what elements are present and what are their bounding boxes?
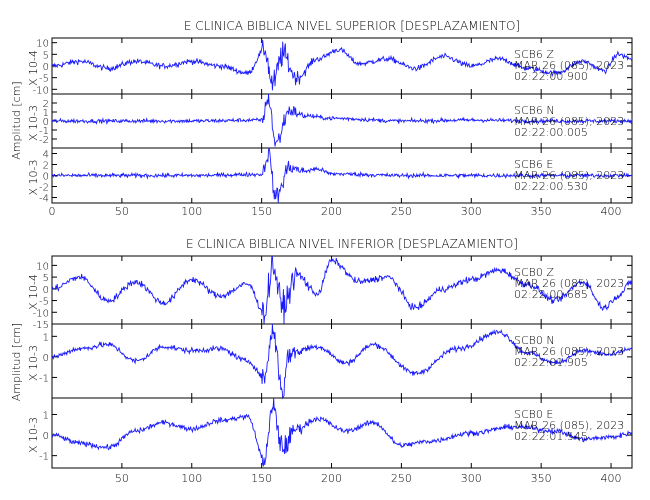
- y-tick-label: -15: [33, 320, 49, 331]
- y-tick-label: 4: [43, 150, 49, 161]
- date-label: MAR 26 (085), 2023: [514, 345, 624, 358]
- waveform-line: [51, 323, 633, 400]
- station-label: SCB6 N: [514, 104, 555, 117]
- waveform-line: [51, 39, 633, 91]
- y-tick-label: 5: [43, 50, 49, 61]
- y-tick-label: 0: [43, 431, 49, 442]
- y-tick-label: -4: [39, 194, 49, 205]
- waveform-line: [51, 397, 633, 467]
- x-tick-label: 250: [391, 472, 412, 485]
- y-tick-label: 0: [43, 62, 49, 73]
- y-tick-label: 10: [36, 39, 49, 50]
- scale-label: X 10-3: [27, 105, 40, 141]
- scale-label: X 10-3: [27, 160, 40, 196]
- figure-superior: E CLINICA BIBLICA NIVEL SUPERIOR [DESPLA…: [10, 19, 633, 218]
- y-tick-label: 1: [43, 332, 49, 343]
- y-tick-label: 1: [43, 108, 49, 119]
- y-tick-label: -1: [39, 126, 49, 137]
- x-tick-label: 150: [251, 205, 272, 218]
- y-tick-label: -5: [39, 74, 49, 85]
- y-tick-label: 0: [43, 117, 49, 128]
- panel-frame: [51, 397, 633, 469]
- y-tick-label: 0: [43, 285, 49, 296]
- date-label: MAR 26 (085), 2023: [514, 59, 624, 72]
- start-time-label: 02:22:00.900: [514, 70, 588, 83]
- y-axis-label: Amplitud [cm]: [10, 81, 23, 159]
- figure-title: E CLINICA BIBLICA NIVEL INFERIOR [DESPLA…: [186, 237, 518, 251]
- date-label: MAR 26 (085), 2023: [514, 169, 624, 182]
- y-tick-label: -1: [39, 452, 49, 463]
- y-tick-label: 2: [43, 99, 49, 110]
- start-time-label: 02:22:00.530: [514, 180, 588, 193]
- y-tick-label: -1: [39, 373, 49, 384]
- x-tick-label: 300: [461, 205, 482, 218]
- y-tick-label: 0: [43, 172, 49, 183]
- x-tick-label: 100: [181, 205, 202, 218]
- figure-title: E CLINICA BIBLICA NIVEL SUPERIOR [DESPLA…: [184, 19, 520, 33]
- x-tick-label: 150: [251, 472, 272, 485]
- y-tick-label: -10: [33, 308, 49, 319]
- scale-label: X 10-4: [27, 50, 40, 86]
- start-time-label: 02:22:00.685: [514, 288, 588, 301]
- x-tick-label: 400: [601, 205, 622, 218]
- waveform-line: [51, 147, 633, 204]
- y-tick-label: -2: [39, 135, 49, 146]
- station-label: SCB6 Z: [514, 48, 554, 61]
- y-tick-label: 5: [43, 273, 49, 284]
- y-tick-label: -2: [39, 183, 49, 194]
- y-tick-label: -10: [33, 85, 49, 96]
- scale-label: X 10-3: [27, 345, 40, 381]
- date-label: MAR 26 (085), 2023: [514, 277, 624, 290]
- y-axis-label: Amplitud [cm]: [10, 323, 23, 401]
- date-label: MAR 26 (085), 2023: [514, 419, 624, 432]
- x-tick-label: 50: [115, 205, 129, 218]
- x-tick-label: 300: [461, 472, 482, 485]
- station-label: SCB0 E: [514, 408, 553, 421]
- waveform-line: [51, 93, 633, 147]
- x-tick-label: 50: [115, 472, 129, 485]
- y-tick-label: 10: [36, 261, 49, 272]
- x-tick-label: 350: [531, 472, 552, 485]
- station-label: SCB6 E: [514, 158, 553, 171]
- station-label: SCB0 N: [514, 334, 555, 347]
- start-time-label: 02:22:01.905: [514, 356, 588, 369]
- y-tick-label: 1: [43, 410, 49, 421]
- x-tick-label: 200: [321, 205, 342, 218]
- date-label: MAR 26 (085), 2023: [514, 115, 624, 128]
- scale-label: X 10-3: [27, 417, 40, 453]
- station-label: SCB0 Z: [514, 266, 554, 279]
- scale-label: X 10-4: [27, 274, 40, 310]
- x-tick-label: 400: [601, 472, 622, 485]
- x-tick-label: 200: [321, 472, 342, 485]
- y-tick-label: -5: [39, 297, 49, 308]
- start-time-label: 02:22:00.005: [514, 126, 588, 139]
- figure-inferior: E CLINICA BIBLICA NIVEL INFERIOR [DESPLA…: [10, 237, 633, 485]
- start-time-label: 02:22:01.545: [514, 430, 588, 443]
- waveform-line: [51, 255, 633, 325]
- y-tick-label: 2: [43, 161, 49, 172]
- y-tick-label: 0: [43, 353, 49, 364]
- x-tick-label: 250: [391, 205, 412, 218]
- x-tick-label: 350: [531, 205, 552, 218]
- x-tick-label: 0: [49, 205, 56, 218]
- x-tick-label: 100: [181, 472, 202, 485]
